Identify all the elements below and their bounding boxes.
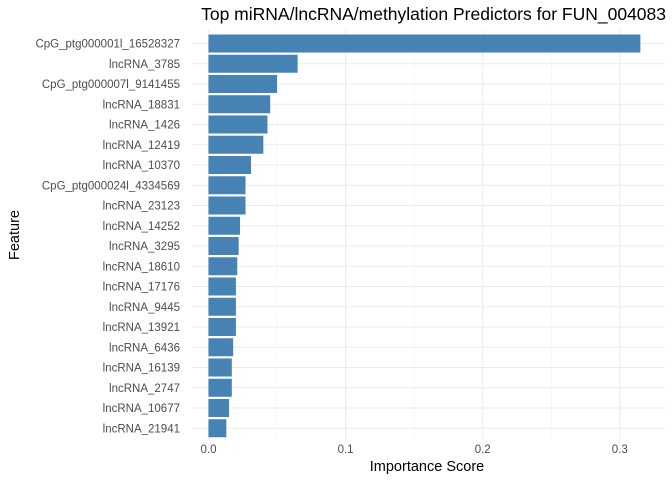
y-tick-label: lncRNA_17176 bbox=[103, 282, 180, 294]
x-tick-label: 0.2 bbox=[475, 444, 491, 456]
y-tick-label: CpG_ptg000024l_4334569 bbox=[42, 180, 180, 192]
bar-lncRNA_12419 bbox=[208, 135, 264, 154]
y-tick-label: lncRNA_3295 bbox=[109, 241, 180, 253]
y-tick-label: lncRNA_9445 bbox=[109, 302, 180, 314]
y-tick-label: lncRNA_16139 bbox=[103, 363, 180, 375]
bar-lncRNA_3295 bbox=[208, 237, 239, 255]
bar-lncRNA_10677 bbox=[208, 399, 230, 417]
bar-lncRNA_18610 bbox=[208, 257, 238, 276]
bar-lncRNA_9445 bbox=[208, 297, 236, 316]
y-tick-label: lncRNA_13921 bbox=[103, 322, 180, 334]
y-tick-label: lncRNA_6436 bbox=[109, 342, 180, 354]
x-tick-label: 0.0 bbox=[201, 444, 217, 456]
bar-lncRNA_6436 bbox=[208, 338, 234, 357]
y-axis-title: Feature bbox=[7, 210, 23, 260]
bar-lncRNA_1426 bbox=[208, 115, 268, 134]
y-tick-labels: CpG_ptg000001l_16528327 lncRNA_3785 CpG_pt… bbox=[35, 39, 180, 436]
bar-lncRNA_16139 bbox=[208, 358, 232, 377]
y-tick-label: lncRNA_10370 bbox=[103, 160, 180, 172]
bar-lncRNA_21941 bbox=[208, 419, 227, 438]
bar-lncRNA_17176 bbox=[208, 277, 236, 296]
chart-title: Top miRNA/lncRNA/methylation Predictors … bbox=[201, 4, 666, 25]
y-tick-label: lncRNA_3785 bbox=[109, 59, 180, 71]
x-axis-title: Importance Score bbox=[370, 459, 484, 475]
y-tick-label: lncRNA_23123 bbox=[103, 201, 180, 213]
y-tick-label: lncRNA_12419 bbox=[103, 140, 180, 152]
bar-lncRNA_18831 bbox=[208, 95, 271, 114]
bar-CpG_ptg000001l_16528327 bbox=[208, 34, 641, 53]
y-tick-label: lncRNA_1426 bbox=[109, 120, 180, 132]
bar-lncRNA_3785 bbox=[208, 54, 298, 73]
y-tick-label: lncRNA_10677 bbox=[103, 403, 180, 415]
bar-lncRNA_23123 bbox=[208, 196, 246, 215]
bar-lncRNA_14252 bbox=[208, 216, 241, 235]
y-tick-label: lncRNA_18610 bbox=[103, 261, 180, 273]
bar-lncRNA_10370 bbox=[208, 156, 252, 174]
y-tick-label: lncRNA_21941 bbox=[103, 423, 180, 435]
bars bbox=[208, 34, 641, 438]
y-tick-label: lncRNA_18831 bbox=[103, 99, 180, 111]
bar-lncRNA_13921 bbox=[208, 318, 236, 336]
bar-lncRNA_2747 bbox=[208, 378, 232, 397]
x-tick-label: 0.3 bbox=[612, 444, 628, 456]
bar-CpG_ptg000024l_4334569 bbox=[208, 176, 246, 195]
y-tick-label: CpG_ptg000001l_16528327 bbox=[35, 39, 180, 51]
bar-CpG_ptg000007l_9141455 bbox=[208, 75, 278, 93]
y-tick-label: lncRNA_14252 bbox=[103, 221, 180, 233]
y-tick-label: CpG_ptg000007l_9141455 bbox=[42, 79, 180, 91]
x-tick-label: 0.1 bbox=[338, 444, 354, 456]
x-tick-labels: 0.0 0.1 0.2 0.3 bbox=[201, 444, 628, 456]
y-tick-label: lncRNA_2747 bbox=[109, 383, 180, 395]
